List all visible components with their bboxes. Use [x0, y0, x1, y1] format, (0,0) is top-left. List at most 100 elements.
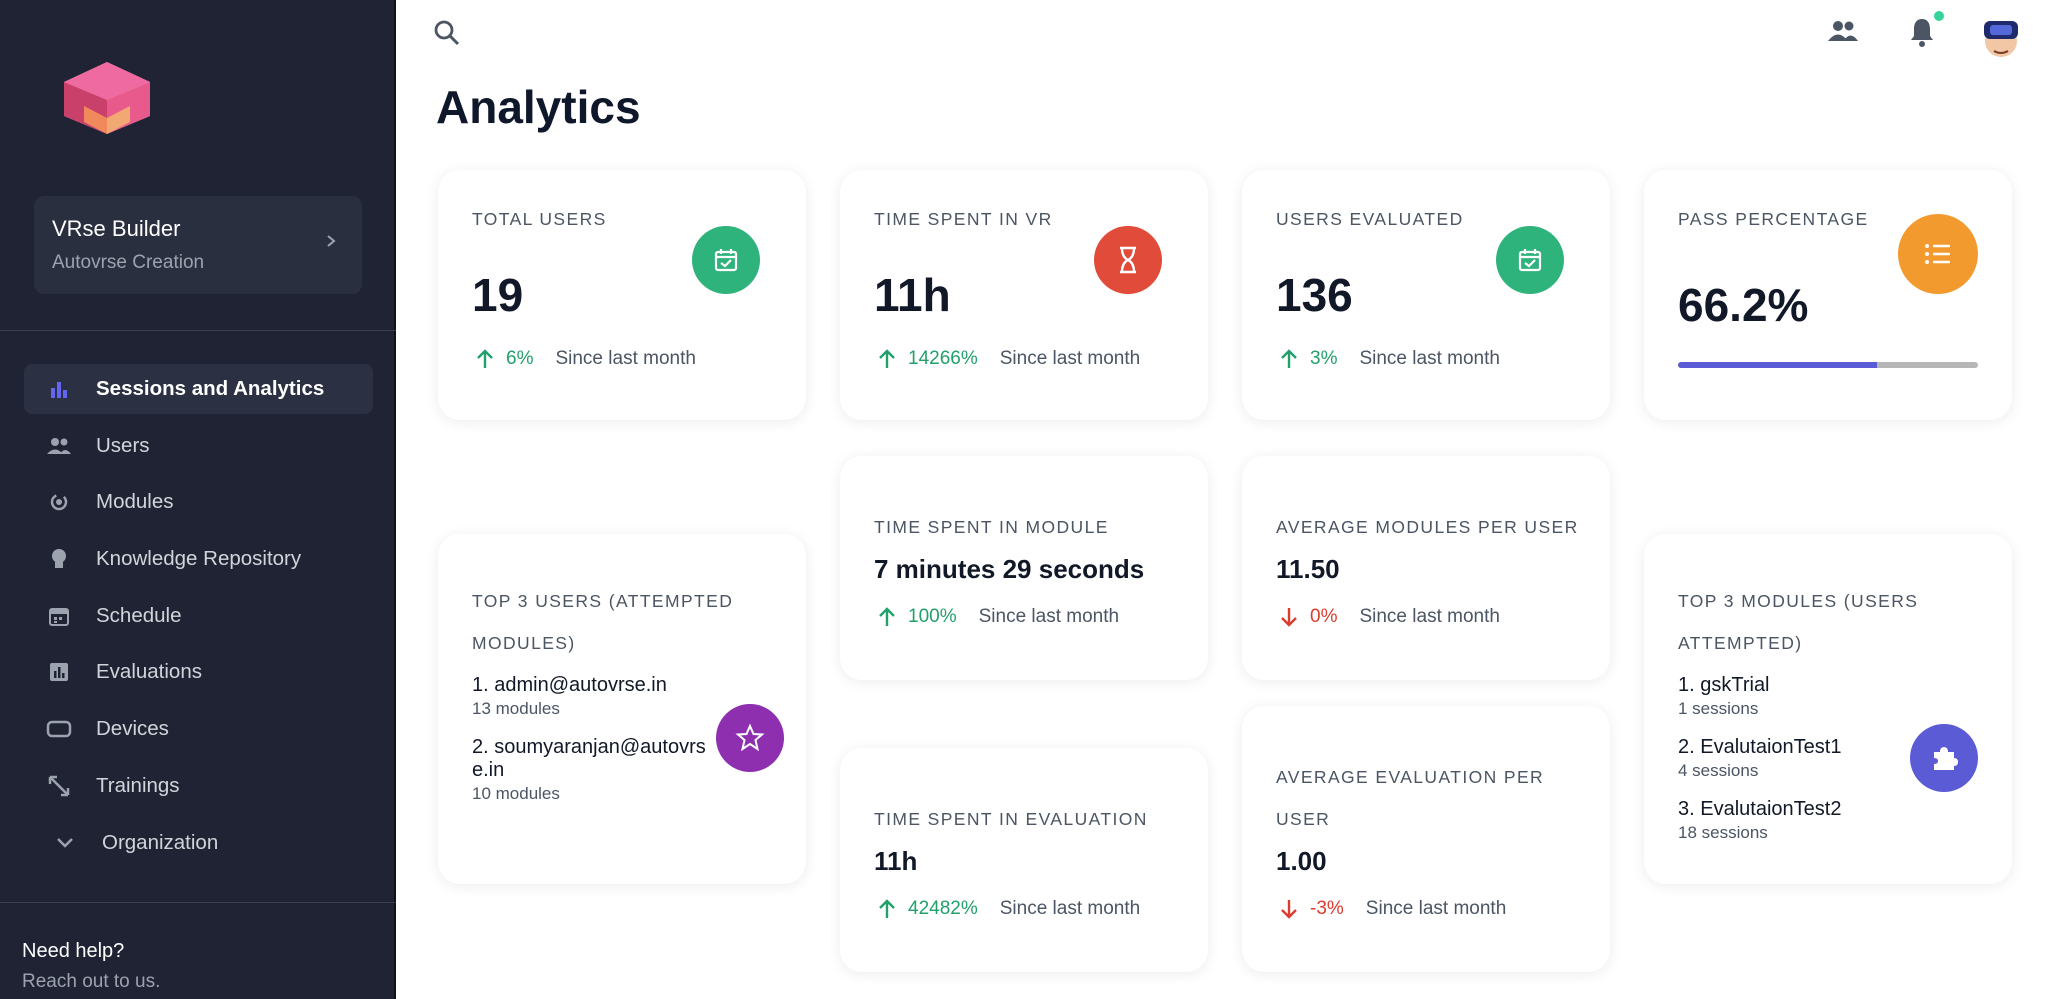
help-section[interactable]: Need help? Reach out to us.: [22, 940, 160, 993]
list-item[interactable]: 2. EvalutaionTest1 4 sessions: [1678, 736, 1938, 781]
list-item[interactable]: 1. gskTrial 1 sessions: [1678, 674, 1938, 719]
card-label: AVERAGE MODULES PER USER: [1276, 517, 1579, 537]
card-value: 7 minutes 29 seconds: [874, 554, 1145, 584]
list-item-name: 1. gskTrial: [1678, 674, 1770, 696]
arrow-up-icon: [879, 899, 895, 918]
list-item-name: 2. soumyaranjan@autovrse.in: [472, 736, 706, 781]
arrow-up-icon: [879, 607, 895, 626]
trend: -3% Since last month: [1278, 898, 1506, 920]
trend: 100% Since last month: [876, 606, 1119, 628]
trend-percent: -3%: [1310, 898, 1344, 919]
calendar-check-icon: [1496, 226, 1564, 294]
users-evaluated-card: USERS EVALUATED 136 3% Since last month: [1242, 170, 1610, 420]
notification-dot: [1934, 11, 1944, 21]
nav-label: Modules: [96, 490, 174, 514]
avatar[interactable]: [1980, 7, 2022, 63]
card-label: AVERAGE EVALUATION PER: [1276, 767, 1545, 787]
nav-schedule[interactable]: Schedule: [24, 591, 373, 641]
list-item-name: 3. EvalutaionTest2: [1678, 798, 1842, 820]
card-value: 11h: [874, 846, 918, 876]
top-users-card: TOP 3 USERS (ATTEMPTED MODULES) 1. admin…: [438, 534, 806, 884]
card-label: MODULES): [472, 633, 576, 653]
page-title: Analytics: [436, 81, 641, 133]
top-modules-card: TOP 3 MODULES (USERS ATTEMPTED) 1. gskTr…: [1644, 534, 2012, 884]
nav-knowledge-repository[interactable]: Knowledge Repository: [24, 534, 373, 584]
list-item-sub: 1 sessions: [1678, 699, 1759, 718]
card-label: TIME SPENT IN VR: [874, 209, 1053, 229]
card-label: TOTAL USERS: [472, 209, 607, 229]
sidebar-divider: [0, 902, 396, 903]
trend-since: Since last month: [999, 898, 1141, 919]
card-value: 11h: [874, 269, 951, 321]
list-item-sub: 13 modules: [472, 699, 560, 718]
arrow-down-icon: [1281, 900, 1297, 919]
star-icon: [716, 704, 784, 772]
list-item[interactable]: 3. EvalutaionTest2 18 sessions: [1678, 798, 1938, 843]
nav-label: Sessions and Analytics: [96, 377, 325, 400]
arrow-up-icon: [879, 349, 895, 368]
list-item[interactable]: 2. soumyaranjan@autovrse.in 10 modules: [472, 736, 722, 804]
sidebar-nav: Sessions and Analytics Users Modules Kno…: [24, 364, 373, 874]
time-eval-card: TIME SPENT IN EVALUATION 11h 42482% Sinc…: [840, 748, 1208, 972]
nav-label: Knowledge Repository: [96, 547, 302, 571]
trend-percent: 100%: [908, 606, 957, 627]
nav-organization[interactable]: Organization: [24, 818, 373, 868]
nav-label: Evaluations: [96, 660, 202, 684]
nav-label: Users: [96, 433, 150, 457]
modules-icon: [46, 489, 72, 515]
help-subtitle: Reach out to us.: [22, 971, 161, 992]
search-icon[interactable]: [432, 18, 462, 53]
users-icon[interactable]: [1826, 16, 1860, 51]
puzzle-icon: [1910, 724, 1978, 792]
lightbulb-icon: [46, 546, 72, 572]
trend-since: Since last month: [1365, 898, 1507, 919]
arrow-up-icon: [477, 349, 493, 368]
total-users-card: TOTAL USERS 19 6% Since last month: [438, 170, 806, 420]
bar-chart-icon: [46, 376, 72, 402]
card-label: TOP 3 USERS (ATTEMPTED: [472, 591, 734, 611]
nav-devices[interactable]: Devices: [24, 704, 373, 754]
list-item[interactable]: 1. admin@autovrse.in 13 modules: [472, 674, 732, 719]
list-item-sub: 4 sessions: [1678, 761, 1759, 780]
nav-modules[interactable]: Modules: [24, 477, 373, 527]
help-title: Need help?: [22, 940, 125, 962]
nav-users[interactable]: Users: [24, 421, 373, 471]
trend: 0% Since last month: [1278, 606, 1500, 628]
nav-evaluations[interactable]: Evaluations: [24, 647, 373, 697]
trend-percent: 6%: [506, 348, 534, 369]
trend-since: Since last month: [999, 348, 1141, 369]
trend-since: Since last month: [1359, 606, 1500, 627]
pass-progress-bar: [1678, 362, 1978, 368]
chevron-down-icon: [52, 830, 78, 856]
trend: 3% Since last month: [1278, 348, 1500, 370]
trend-percent: 14266%: [908, 348, 978, 369]
time-module-card: TIME SPENT IN MODULE 7 minutes 29 second…: [840, 456, 1208, 680]
avg-eval-card: AVERAGE EVALUATION PER USER 1.00 -3% Sin…: [1242, 706, 1610, 972]
time-vr-card: TIME SPENT IN VR 11h 14266% Since last m…: [840, 170, 1208, 420]
trainings-icon: [46, 773, 72, 799]
nav-sessions-analytics[interactable]: Sessions and Analytics: [24, 364, 373, 414]
card-label: USER: [1276, 809, 1331, 829]
evaluations-icon: [46, 659, 72, 685]
list-item-sub: 18 sessions: [1678, 823, 1768, 842]
card-label: PASS PERCENTAGE: [1678, 209, 1869, 229]
nav-trainings[interactable]: Trainings: [24, 761, 373, 811]
list-icon: [1898, 214, 1978, 294]
trend-percent: 42482%: [908, 898, 978, 919]
trend: 42482% Since last month: [876, 898, 1140, 920]
nav-label: Organization: [102, 830, 219, 854]
bell-icon[interactable]: [1908, 16, 1936, 53]
tenant-switcher[interactable]: VRse Builder Autovrse Creation: [34, 196, 362, 294]
nav-label: Trainings: [96, 773, 180, 797]
app-logo: [54, 58, 160, 134]
nav-label: Devices: [96, 717, 169, 741]
card-value: 11.50: [1276, 554, 1340, 584]
trend-since: Since last month: [978, 606, 1120, 627]
calendar-check-icon: [692, 226, 760, 294]
arrow-up-icon: [1281, 349, 1297, 368]
card-value: 66.2%: [1678, 279, 1809, 331]
trend-percent: 0%: [1310, 606, 1338, 627]
device-icon: [46, 716, 72, 742]
hourglass-icon: [1094, 226, 1162, 294]
users-icon: [46, 433, 72, 459]
